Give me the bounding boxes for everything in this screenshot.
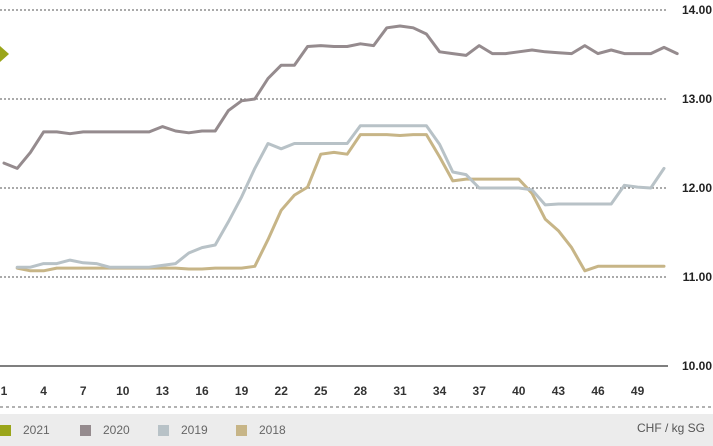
y-tick-label: 14.00 bbox=[682, 3, 712, 17]
x-tick-label: 7 bbox=[80, 384, 87, 398]
legend-swatch-2018 bbox=[236, 424, 247, 436]
x-tick-label: 28 bbox=[354, 384, 368, 398]
legend-swatch-2021 bbox=[0, 424, 11, 436]
x-tick-label: 37 bbox=[473, 384, 487, 398]
x-tick-label: 10 bbox=[116, 384, 130, 398]
chart-plot: 14.00 13.00 12.00 11.00 10.00 1 4 7 10 13 16 19 22 25… bbox=[0, 3, 713, 408]
x-tick-label: 4 bbox=[40, 384, 47, 398]
x-tick-label: 34 bbox=[433, 384, 447, 398]
x-tick-label: 49 bbox=[631, 384, 645, 398]
unit-label: CHF / kg SG bbox=[636, 421, 705, 435]
x-tick-label: 40 bbox=[512, 384, 526, 398]
legend-item-2020: 2020 bbox=[80, 422, 130, 438]
x-tick-label: 1 bbox=[1, 384, 8, 398]
legend-item-2019: 2019 bbox=[158, 422, 208, 438]
legend-item-2021: 2021 bbox=[0, 422, 50, 438]
legend-item-2018: 2018 bbox=[236, 422, 286, 438]
x-tick-label: 22 bbox=[275, 384, 289, 398]
y-tick-label: 13.00 bbox=[682, 92, 712, 106]
legend-swatch-2020 bbox=[80, 424, 91, 436]
x-tick-label: 46 bbox=[591, 384, 605, 398]
series-line-2019 bbox=[15, 124, 666, 269]
y-tick-label: 11.00 bbox=[683, 270, 713, 284]
x-tick-label: 13 bbox=[156, 384, 170, 398]
legend-swatch-2019 bbox=[158, 424, 169, 436]
y-tick-label: 10.00 bbox=[682, 359, 712, 373]
x-tick-label: 43 bbox=[552, 384, 566, 398]
y-tick-label: 12.00 bbox=[682, 181, 712, 195]
x-tick-label: 31 bbox=[393, 384, 407, 398]
series-line-2020 bbox=[2, 24, 679, 170]
chart-legend: 2021 2020 2019 2018 CHF / kg SG bbox=[0, 414, 713, 446]
legend-label-2018: 2018 bbox=[259, 423, 286, 437]
legend-label-2020: 2020 bbox=[103, 423, 130, 437]
x-tick-label: 25 bbox=[314, 384, 328, 398]
legend-label-2021: 2021 bbox=[23, 423, 50, 437]
current-year-marker-icon bbox=[0, 46, 9, 62]
x-tick-label: 16 bbox=[195, 384, 209, 398]
legend-label-2019: 2019 bbox=[181, 423, 208, 437]
x-tick-label: 19 bbox=[235, 384, 249, 398]
